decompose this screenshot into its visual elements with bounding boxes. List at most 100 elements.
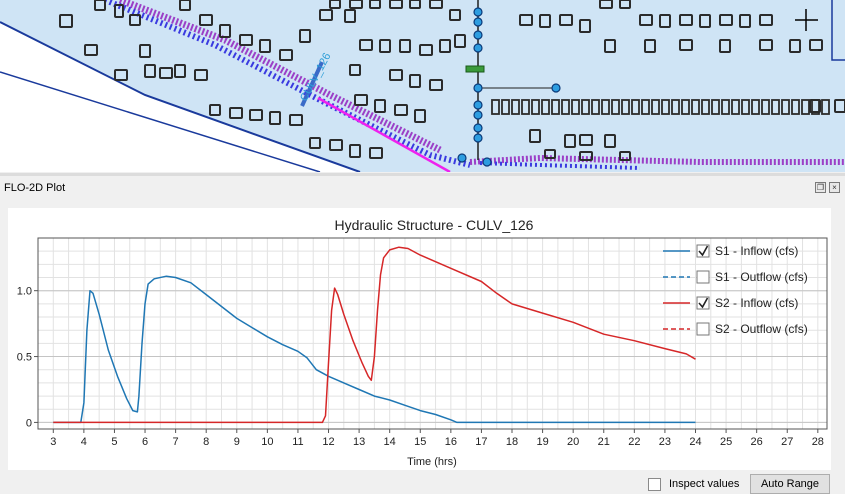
building (564, 134, 576, 148)
legend-label: S2 - Outflow (cfs) (715, 322, 808, 336)
x-tick-label: 17 (475, 436, 487, 448)
building (319, 9, 333, 21)
building (661, 99, 670, 115)
y-tick-label: 0.5 (17, 352, 32, 364)
building (761, 99, 770, 115)
building (511, 99, 520, 115)
x-tick-label: 19 (536, 436, 548, 448)
x-tick-label: 21 (598, 436, 610, 448)
hydrograph-chart[interactable]: Hydraulic Structure - CULV_126 3 4 5 6 7 8 9 10… (8, 208, 831, 470)
inspect-values-toggle[interactable]: Inspect values (648, 476, 739, 492)
building (491, 99, 500, 115)
building (739, 14, 751, 28)
building (309, 137, 321, 149)
building (409, 0, 421, 9)
x-tick-label: 15 (414, 436, 426, 448)
building (114, 4, 124, 18)
x-tick-label: 10 (261, 436, 273, 448)
building (539, 14, 551, 28)
building (719, 39, 731, 53)
building (429, 0, 443, 9)
building (249, 109, 263, 121)
inspect-values-label: Inspect values (669, 478, 740, 490)
storm-drain-node[interactable] (551, 83, 561, 93)
storm-drain-node[interactable] (473, 7, 483, 17)
y-axis-ticks: 0 0.5 1.0 (17, 286, 38, 429)
building (299, 29, 311, 43)
x-tick-label: 5 (111, 436, 117, 448)
panel-title: FLO-2D Plot (4, 182, 66, 194)
building (279, 49, 293, 61)
building (631, 99, 640, 115)
building (581, 99, 590, 115)
map-canvas[interactable]: CULV_126 (0, 0, 845, 172)
building (219, 24, 231, 38)
x-tick-label: 26 (751, 436, 763, 448)
culvert-structure[interactable] (300, 61, 324, 107)
storm-drain-node[interactable] (473, 43, 483, 53)
building (751, 99, 760, 115)
building (771, 99, 780, 115)
building (559, 14, 573, 26)
plot-area[interactable]: Hydraulic Structure - CULV_126 3 4 5 6 7 8 9 10… (8, 208, 831, 470)
building (551, 99, 560, 115)
building (531, 99, 540, 115)
structure-arrow (317, 96, 451, 172)
close-icon[interactable]: × (829, 182, 840, 193)
x-tick-label: 8 (203, 436, 209, 448)
auto-range-button[interactable]: Auto Range (750, 474, 830, 494)
x-tick-label: 27 (781, 436, 793, 448)
x-tick-label: 7 (173, 436, 179, 448)
x-tick-label: 23 (659, 436, 671, 448)
storm-drain-node[interactable] (473, 30, 483, 40)
storm-drain-node[interactable] (473, 17, 483, 27)
x-tick-label: 12 (322, 436, 334, 448)
building (571, 99, 580, 115)
building (781, 99, 790, 115)
y-tick-label: 0 (26, 417, 32, 429)
building (579, 19, 591, 33)
inlet-structure[interactable] (465, 65, 485, 73)
building (721, 99, 730, 115)
storm-drain-node[interactable] (473, 133, 483, 143)
building (521, 99, 530, 115)
storm-drain-node[interactable] (457, 153, 467, 163)
inspect-values-checkbox[interactable] (648, 477, 661, 491)
building (604, 134, 616, 148)
building (394, 104, 408, 116)
check-icon (698, 245, 709, 257)
building (289, 114, 303, 126)
storm-drain-node[interactable] (473, 123, 483, 133)
storm-drain-node[interactable] (482, 157, 492, 167)
check-icon (698, 297, 709, 309)
building (239, 34, 253, 46)
storm-drain-node[interactable] (473, 100, 483, 110)
legend-label: S1 - Inflow (cfs) (715, 244, 798, 258)
building (671, 99, 680, 115)
building (681, 99, 690, 115)
building (651, 99, 660, 115)
building (691, 99, 700, 115)
map-panel-separator[interactable] (0, 173, 845, 176)
building (834, 99, 845, 113)
crosshair-icon[interactable] (795, 9, 818, 31)
building (419, 44, 433, 56)
building (591, 99, 600, 115)
building (711, 99, 720, 115)
legend-label: S1 - Outflow (cfs) (715, 270, 808, 284)
building (429, 79, 443, 91)
restore-icon[interactable]: ❐ (815, 182, 826, 193)
map-right-boundary (831, 0, 845, 61)
x-tick-label: 20 (567, 436, 579, 448)
chart-title: Hydraulic Structure - CULV_126 (335, 217, 534, 233)
legend-checkbox[interactable] (696, 322, 710, 336)
building (619, 151, 631, 161)
building (94, 0, 106, 11)
building (641, 99, 650, 115)
building (791, 99, 800, 115)
storm-drain-node[interactable] (473, 83, 483, 93)
storm-drain-node[interactable] (473, 110, 483, 120)
legend-checkbox[interactable] (696, 270, 710, 284)
series-line-3 (53, 246, 696, 424)
building (174, 64, 186, 78)
